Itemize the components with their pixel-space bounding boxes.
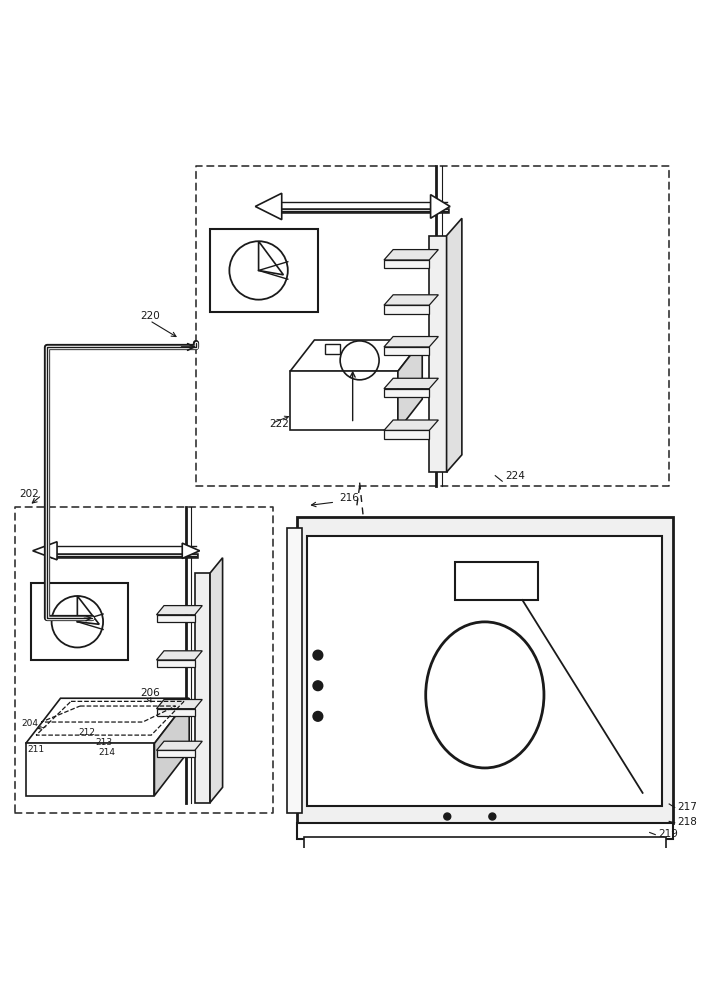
Bar — [287, 528, 302, 813]
Circle shape — [313, 711, 323, 721]
Polygon shape — [384, 420, 439, 430]
Polygon shape — [155, 698, 189, 796]
Polygon shape — [290, 371, 398, 430]
Polygon shape — [384, 430, 430, 439]
Polygon shape — [384, 250, 439, 260]
Polygon shape — [398, 340, 423, 430]
Text: 219: 219 — [658, 829, 678, 839]
Polygon shape — [384, 378, 439, 389]
Polygon shape — [157, 709, 195, 716]
Bar — [455, 562, 538, 600]
Polygon shape — [384, 260, 430, 268]
Text: 224: 224 — [505, 471, 525, 481]
Text: 216: 216 — [339, 493, 359, 503]
Polygon shape — [255, 193, 282, 220]
Polygon shape — [384, 305, 430, 314]
Polygon shape — [384, 347, 430, 355]
Text: 217: 217 — [678, 802, 697, 812]
Text: 202: 202 — [20, 489, 39, 499]
Polygon shape — [446, 218, 462, 472]
Text: 211: 211 — [27, 745, 44, 754]
Polygon shape — [290, 340, 423, 371]
Bar — [210, 229, 318, 312]
Bar — [15, 507, 273, 813]
Text: 220: 220 — [141, 311, 160, 321]
Bar — [325, 344, 340, 354]
Polygon shape — [157, 615, 195, 622]
Circle shape — [444, 813, 451, 820]
Polygon shape — [157, 606, 202, 615]
Circle shape — [313, 650, 323, 660]
Bar — [304, 837, 666, 850]
Polygon shape — [195, 573, 210, 803]
Polygon shape — [384, 295, 439, 305]
Bar — [297, 823, 673, 839]
Circle shape — [489, 813, 496, 820]
Polygon shape — [430, 195, 450, 218]
Polygon shape — [384, 389, 430, 397]
Bar — [31, 583, 128, 660]
Polygon shape — [157, 741, 202, 750]
Bar — [297, 517, 673, 823]
Polygon shape — [26, 743, 155, 796]
Text: 218: 218 — [678, 817, 697, 827]
Polygon shape — [210, 558, 223, 803]
Text: 204: 204 — [21, 719, 38, 728]
Text: 212: 212 — [78, 728, 95, 737]
Polygon shape — [430, 236, 446, 472]
Text: 213: 213 — [96, 738, 112, 747]
Polygon shape — [26, 698, 189, 743]
Polygon shape — [157, 660, 195, 667]
Polygon shape — [182, 543, 200, 558]
Text: 214: 214 — [99, 748, 116, 757]
Polygon shape — [157, 651, 202, 660]
Polygon shape — [157, 699, 202, 709]
Polygon shape — [384, 337, 439, 347]
Bar — [196, 166, 669, 486]
Polygon shape — [157, 750, 195, 757]
Polygon shape — [33, 542, 57, 560]
Bar — [307, 536, 662, 806]
Text: 206: 206 — [141, 688, 160, 698]
Circle shape — [313, 681, 323, 691]
Text: 222: 222 — [269, 419, 289, 429]
